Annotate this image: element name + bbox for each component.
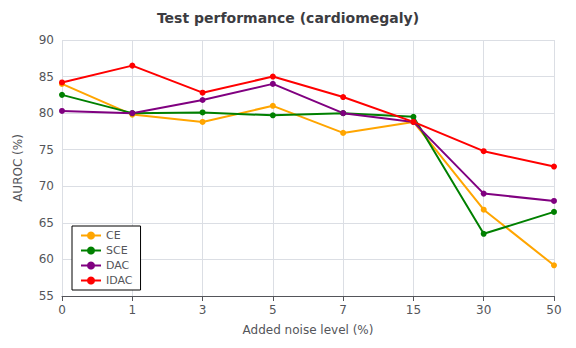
svg-text:50: 50 (546, 303, 561, 317)
svg-text:7: 7 (339, 303, 347, 317)
svg-text:CE: CE (106, 229, 121, 242)
svg-text:70: 70 (39, 179, 54, 193)
svg-text:15: 15 (406, 303, 421, 317)
svg-text:65: 65 (39, 216, 54, 230)
svg-text:85: 85 (39, 70, 54, 84)
svg-text:30: 30 (476, 303, 491, 317)
svg-text:Test performance (cardiomegaly: Test performance (cardiomegaly) (157, 10, 419, 26)
svg-text:IDAC: IDAC (106, 274, 133, 287)
svg-text:1: 1 (128, 303, 136, 317)
svg-text:75: 75 (39, 143, 54, 157)
svg-text:SCE: SCE (106, 244, 128, 257)
svg-text:60: 60 (39, 252, 54, 266)
svg-text:80: 80 (39, 106, 54, 120)
svg-text:55: 55 (39, 289, 54, 303)
svg-text:0: 0 (58, 303, 66, 317)
svg-text:3: 3 (199, 303, 207, 317)
svg-text:Added noise level (%): Added noise level (%) (243, 323, 374, 337)
svg-text:90: 90 (39, 33, 54, 47)
svg-text:DAC: DAC (106, 259, 130, 272)
svg-text:5: 5 (269, 303, 277, 317)
svg-text:AUROC (%): AUROC (%) (11, 134, 25, 202)
